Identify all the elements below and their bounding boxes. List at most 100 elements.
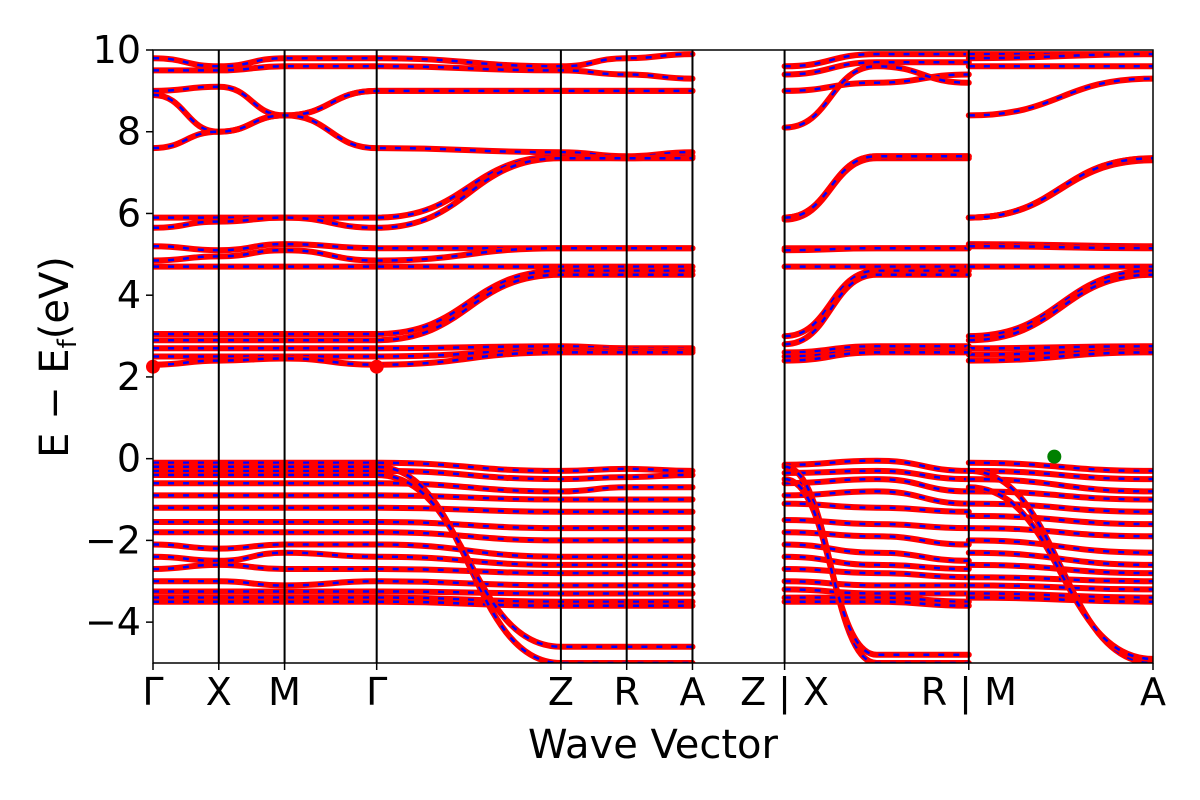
band-23-seg-1-spin-down <box>784 555 969 571</box>
band-10-seg-0-spin-down <box>153 269 693 336</box>
band-0-seg-1-spin-down <box>784 52 969 68</box>
plot-frame <box>152 49 1154 664</box>
kpoint-lines <box>217 50 970 663</box>
band-24-seg-1-spin-down <box>784 567 969 579</box>
band-22-seg-1-spin-down <box>784 543 969 563</box>
band-3-seg-2-spin-down <box>968 77 1153 117</box>
y-tick-label-2: 6 <box>117 191 141 235</box>
x-tick-label-1: X <box>206 670 232 714</box>
band-0-seg-0-spin-down <box>153 52 693 68</box>
x-axis-label: Wave Vector <box>528 722 779 768</box>
band-19-seg-2-spin-down <box>968 502 1153 514</box>
band-10-seg-1-spin-up <box>781 267 972 340</box>
x-tick-label-9: A <box>1140 670 1166 714</box>
x-tick-label-8: R | M <box>921 670 1017 715</box>
band-29-seg-1-spin-up <box>781 463 972 663</box>
band-22-seg-0-spin-up <box>153 541 696 560</box>
y-tick-label-4: 2 <box>117 355 141 399</box>
marker-vbm-2 <box>1047 449 1062 464</box>
x-tick-label-2: M <box>268 670 301 714</box>
band-12-seg-2-spin-down <box>968 345 1153 350</box>
band-17-seg-1-spin-down <box>784 477 969 493</box>
band-14-seg-2-spin-down <box>968 351 1153 362</box>
band-23-seg-0-spin-down <box>153 551 693 567</box>
band-7-seg-0-spin-down <box>153 242 693 252</box>
band-21-seg-2-spin-down <box>968 526 1153 538</box>
x-tick-label-7: Z | X <box>740 670 829 715</box>
y-tick-label-5: 0 <box>117 437 141 481</box>
band-11-seg-1-spin-down <box>784 273 969 346</box>
band-10-seg-2-spin-up <box>965 267 1153 340</box>
band-25-seg-1-spin-down <box>784 580 969 587</box>
band-6-seg-1-spin-down <box>784 155 969 219</box>
band-21-seg-1-spin-down <box>784 530 969 546</box>
y-axis-label-main: E − E <box>32 348 78 458</box>
band-6-seg-0-spin-up <box>153 155 696 231</box>
band-1-seg-2-spin-down <box>968 52 1153 60</box>
band-1-seg-1-spin-down <box>784 61 969 76</box>
y-ticks: 10 8 6 4 2 0 −2 −4 <box>85 28 153 644</box>
band-8-seg-2-spin-down <box>968 244 1153 250</box>
band-6-seg-1-spin-up <box>781 153 972 221</box>
band-6-seg-2-spin-down <box>968 157 1153 219</box>
band-12-seg-1-spin-down <box>784 345 969 354</box>
band-15-seg-2-spin-down <box>968 461 1153 473</box>
extrema-markers <box>146 359 1062 464</box>
band-27-seg-2-spin-down <box>968 592 1153 599</box>
band-11-seg-2-spin-up <box>965 271 1153 344</box>
bands-layer <box>153 51 1153 663</box>
x-tick-label-5: R <box>613 670 639 714</box>
y-axis-label: E − Ef(eV) <box>32 256 83 458</box>
band-18-seg-2-spin-down <box>968 490 1153 501</box>
band-14-seg-1-spin-down <box>784 351 969 362</box>
y-axis-label-sub: f <box>53 338 83 348</box>
band-11-seg-0-spin-down <box>153 273 693 342</box>
band-8-seg-0-spin-down <box>153 246 693 262</box>
band-30-seg-0-spin-up <box>153 471 696 650</box>
x-tick-label-6: A <box>679 670 705 714</box>
y-tick-label-1: 8 <box>117 110 141 154</box>
band-3-seg-0-spin-up <box>153 87 696 135</box>
band-11-seg-0-spin-up <box>153 271 696 344</box>
y-tick-label-7: −4 <box>85 600 141 644</box>
band-23-seg-2-spin-down <box>968 551 1153 567</box>
y-axis-label-unit: (eV) <box>32 256 78 339</box>
band-26-seg-2-spin-down <box>968 584 1153 591</box>
band-11-seg-2-spin-down <box>968 273 1153 342</box>
band-27-seg-1-spin-down <box>784 596 969 603</box>
band-30-seg-2-spin-down <box>968 486 1153 661</box>
band-10-seg-1-spin-down <box>784 269 969 338</box>
band-28-seg-1-spin-down <box>784 600 969 608</box>
band-14-seg-0-spin-up <box>153 349 696 368</box>
band-16-seg-1-spin-down <box>784 469 969 481</box>
band-1-seg-0-spin-up <box>153 63 696 82</box>
band-18-seg-1-spin-down <box>784 490 969 505</box>
marker-cbm-1 <box>369 359 384 374</box>
band-30-seg-1-spin-down <box>784 477 969 657</box>
band-10-seg-0-spin-up <box>153 267 696 338</box>
band-29-seg-0-spin-down <box>153 465 693 663</box>
y-tick-label-6: −2 <box>85 518 141 562</box>
band-5-seg-0-spin-up <box>153 153 696 221</box>
band-3-seg-1-spin-down <box>784 65 969 129</box>
x-tick-label-4: Z <box>548 670 574 714</box>
band-21-seg-1-spin-up <box>781 529 972 548</box>
band-26-seg-1-spin-down <box>784 588 969 595</box>
band-20-seg-2-spin-down <box>968 514 1153 526</box>
band-28-seg-2-spin-down <box>968 596 1153 603</box>
band-4-seg-0-spin-up <box>153 112 696 160</box>
band-3-seg-0-spin-down <box>153 89 693 133</box>
band-24-seg-0-spin-down <box>153 563 693 575</box>
x-tick-label-3: Γ <box>366 670 387 714</box>
band-10-seg-2-spin-down <box>968 269 1153 338</box>
band-6-seg-2-spin-up <box>965 155 1153 221</box>
y-tick-label-3: 4 <box>117 273 141 317</box>
band-17-seg-2-spin-down <box>968 477 1153 493</box>
band-15-seg-1-spin-down <box>784 459 969 473</box>
band-8-seg-1-spin-down <box>784 246 969 252</box>
band-22-seg-2-spin-down <box>968 539 1153 554</box>
y-tick-label-0: 10 <box>93 28 141 72</box>
x-tick-label-0: Γ <box>142 670 163 714</box>
